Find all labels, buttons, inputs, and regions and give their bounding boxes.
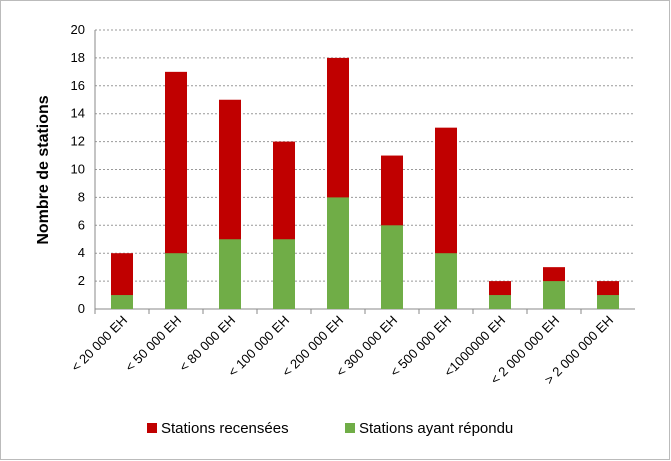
y-tick-label: 8 bbox=[78, 189, 85, 204]
legend-swatch bbox=[147, 423, 157, 433]
bar bbox=[543, 281, 565, 309]
bar bbox=[381, 225, 403, 309]
y-tick-label: 2 bbox=[78, 273, 85, 288]
legend-swatch bbox=[345, 423, 355, 433]
y-axis-title: Nombre de stations bbox=[35, 95, 52, 244]
y-tick-label: 20 bbox=[71, 22, 85, 37]
y-tick-label: 14 bbox=[71, 106, 85, 121]
y-tick-label: 4 bbox=[78, 245, 85, 260]
y-tick-label: 18 bbox=[71, 50, 85, 65]
y-tick-label: 6 bbox=[78, 217, 85, 232]
legend-label: Stations ayant répondu bbox=[359, 420, 513, 437]
bar bbox=[273, 239, 295, 309]
bar bbox=[435, 253, 457, 309]
y-tick-label: 16 bbox=[71, 78, 85, 93]
bar bbox=[219, 239, 241, 309]
bar bbox=[165, 253, 187, 309]
bar bbox=[327, 197, 349, 309]
y-tick-label: 10 bbox=[71, 162, 85, 177]
bar bbox=[489, 295, 511, 309]
bar bbox=[111, 295, 133, 309]
y-tick-label: 0 bbox=[78, 301, 85, 316]
legend-label: Stations recensées bbox=[161, 420, 289, 437]
y-tick-label: 12 bbox=[71, 134, 85, 149]
bar bbox=[597, 295, 619, 309]
bar bbox=[165, 71, 187, 309]
